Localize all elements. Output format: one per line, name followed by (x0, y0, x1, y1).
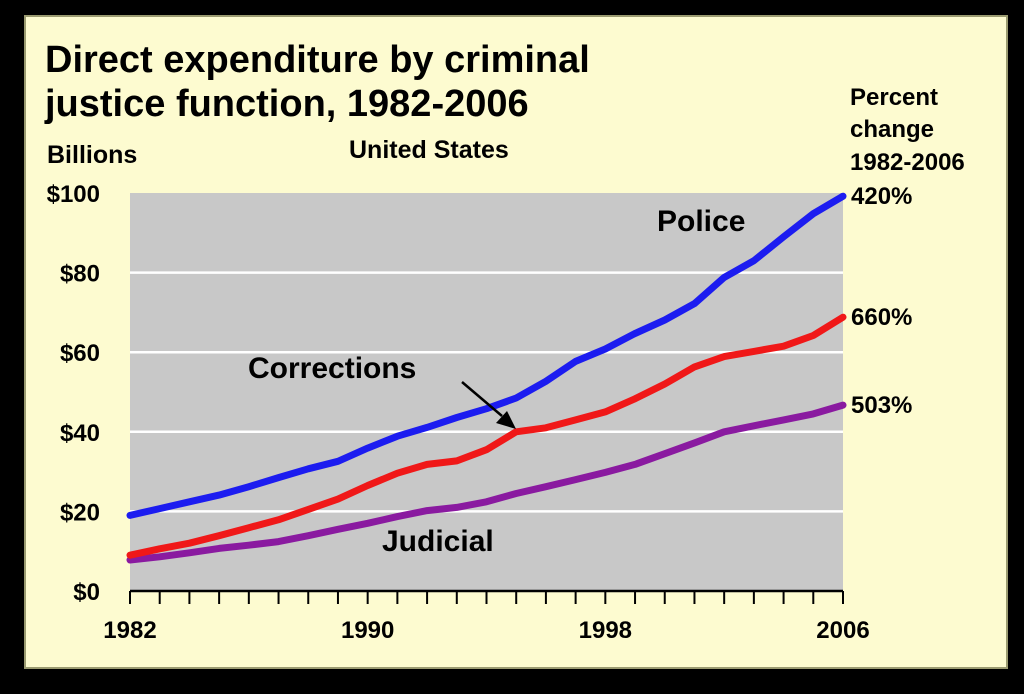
y-tick-label: $80 (60, 261, 100, 288)
percent-change-labels: 420% 660% 503% (851, 183, 912, 419)
y-axis-ticks: $0 $20 $40 $60 $80 $100 (47, 181, 100, 606)
chart-title-line-1: Direct expenditure by criminal (45, 39, 590, 81)
percent-change-corrections: 660% (851, 304, 912, 331)
right-header-line-3: 1982-2006 (850, 149, 965, 176)
series-line-corrections (126, 313, 847, 559)
y-axis-label: Billions (47, 141, 137, 169)
right-header-line-2: change (850, 116, 934, 143)
x-tick-label: 2006 (816, 617, 869, 644)
series-line-judicial (126, 401, 847, 564)
percent-change-judicial: 503% (851, 392, 912, 419)
y-tick-label: $20 (60, 499, 100, 526)
chart-subtitle: United States (349, 136, 509, 164)
x-tick-label: 1982 (103, 617, 156, 644)
x-tick-label: 1998 (579, 617, 632, 644)
right-header-line-1: Percent (850, 84, 938, 111)
y-tick-label: $60 (60, 340, 100, 367)
y-tick-label: $0 (73, 579, 100, 606)
x-axis: 1982 1990 1998 2006 (103, 589, 870, 644)
y-tick-label: $40 (60, 420, 100, 447)
judicial-annotation: Judicial (382, 525, 494, 558)
series-lines (126, 192, 847, 564)
series-line-police (126, 192, 847, 519)
police-annotation: Police (657, 205, 745, 238)
chart-title-line-2: justice function, 1982-2006 (44, 83, 529, 125)
x-tick-label: 1990 (341, 617, 394, 644)
y-tick-label: $100 (47, 181, 100, 208)
corrections-annotation: Corrections (248, 352, 416, 385)
percent-change-police: 420% (851, 183, 912, 210)
corrections-arrow (461, 381, 516, 429)
